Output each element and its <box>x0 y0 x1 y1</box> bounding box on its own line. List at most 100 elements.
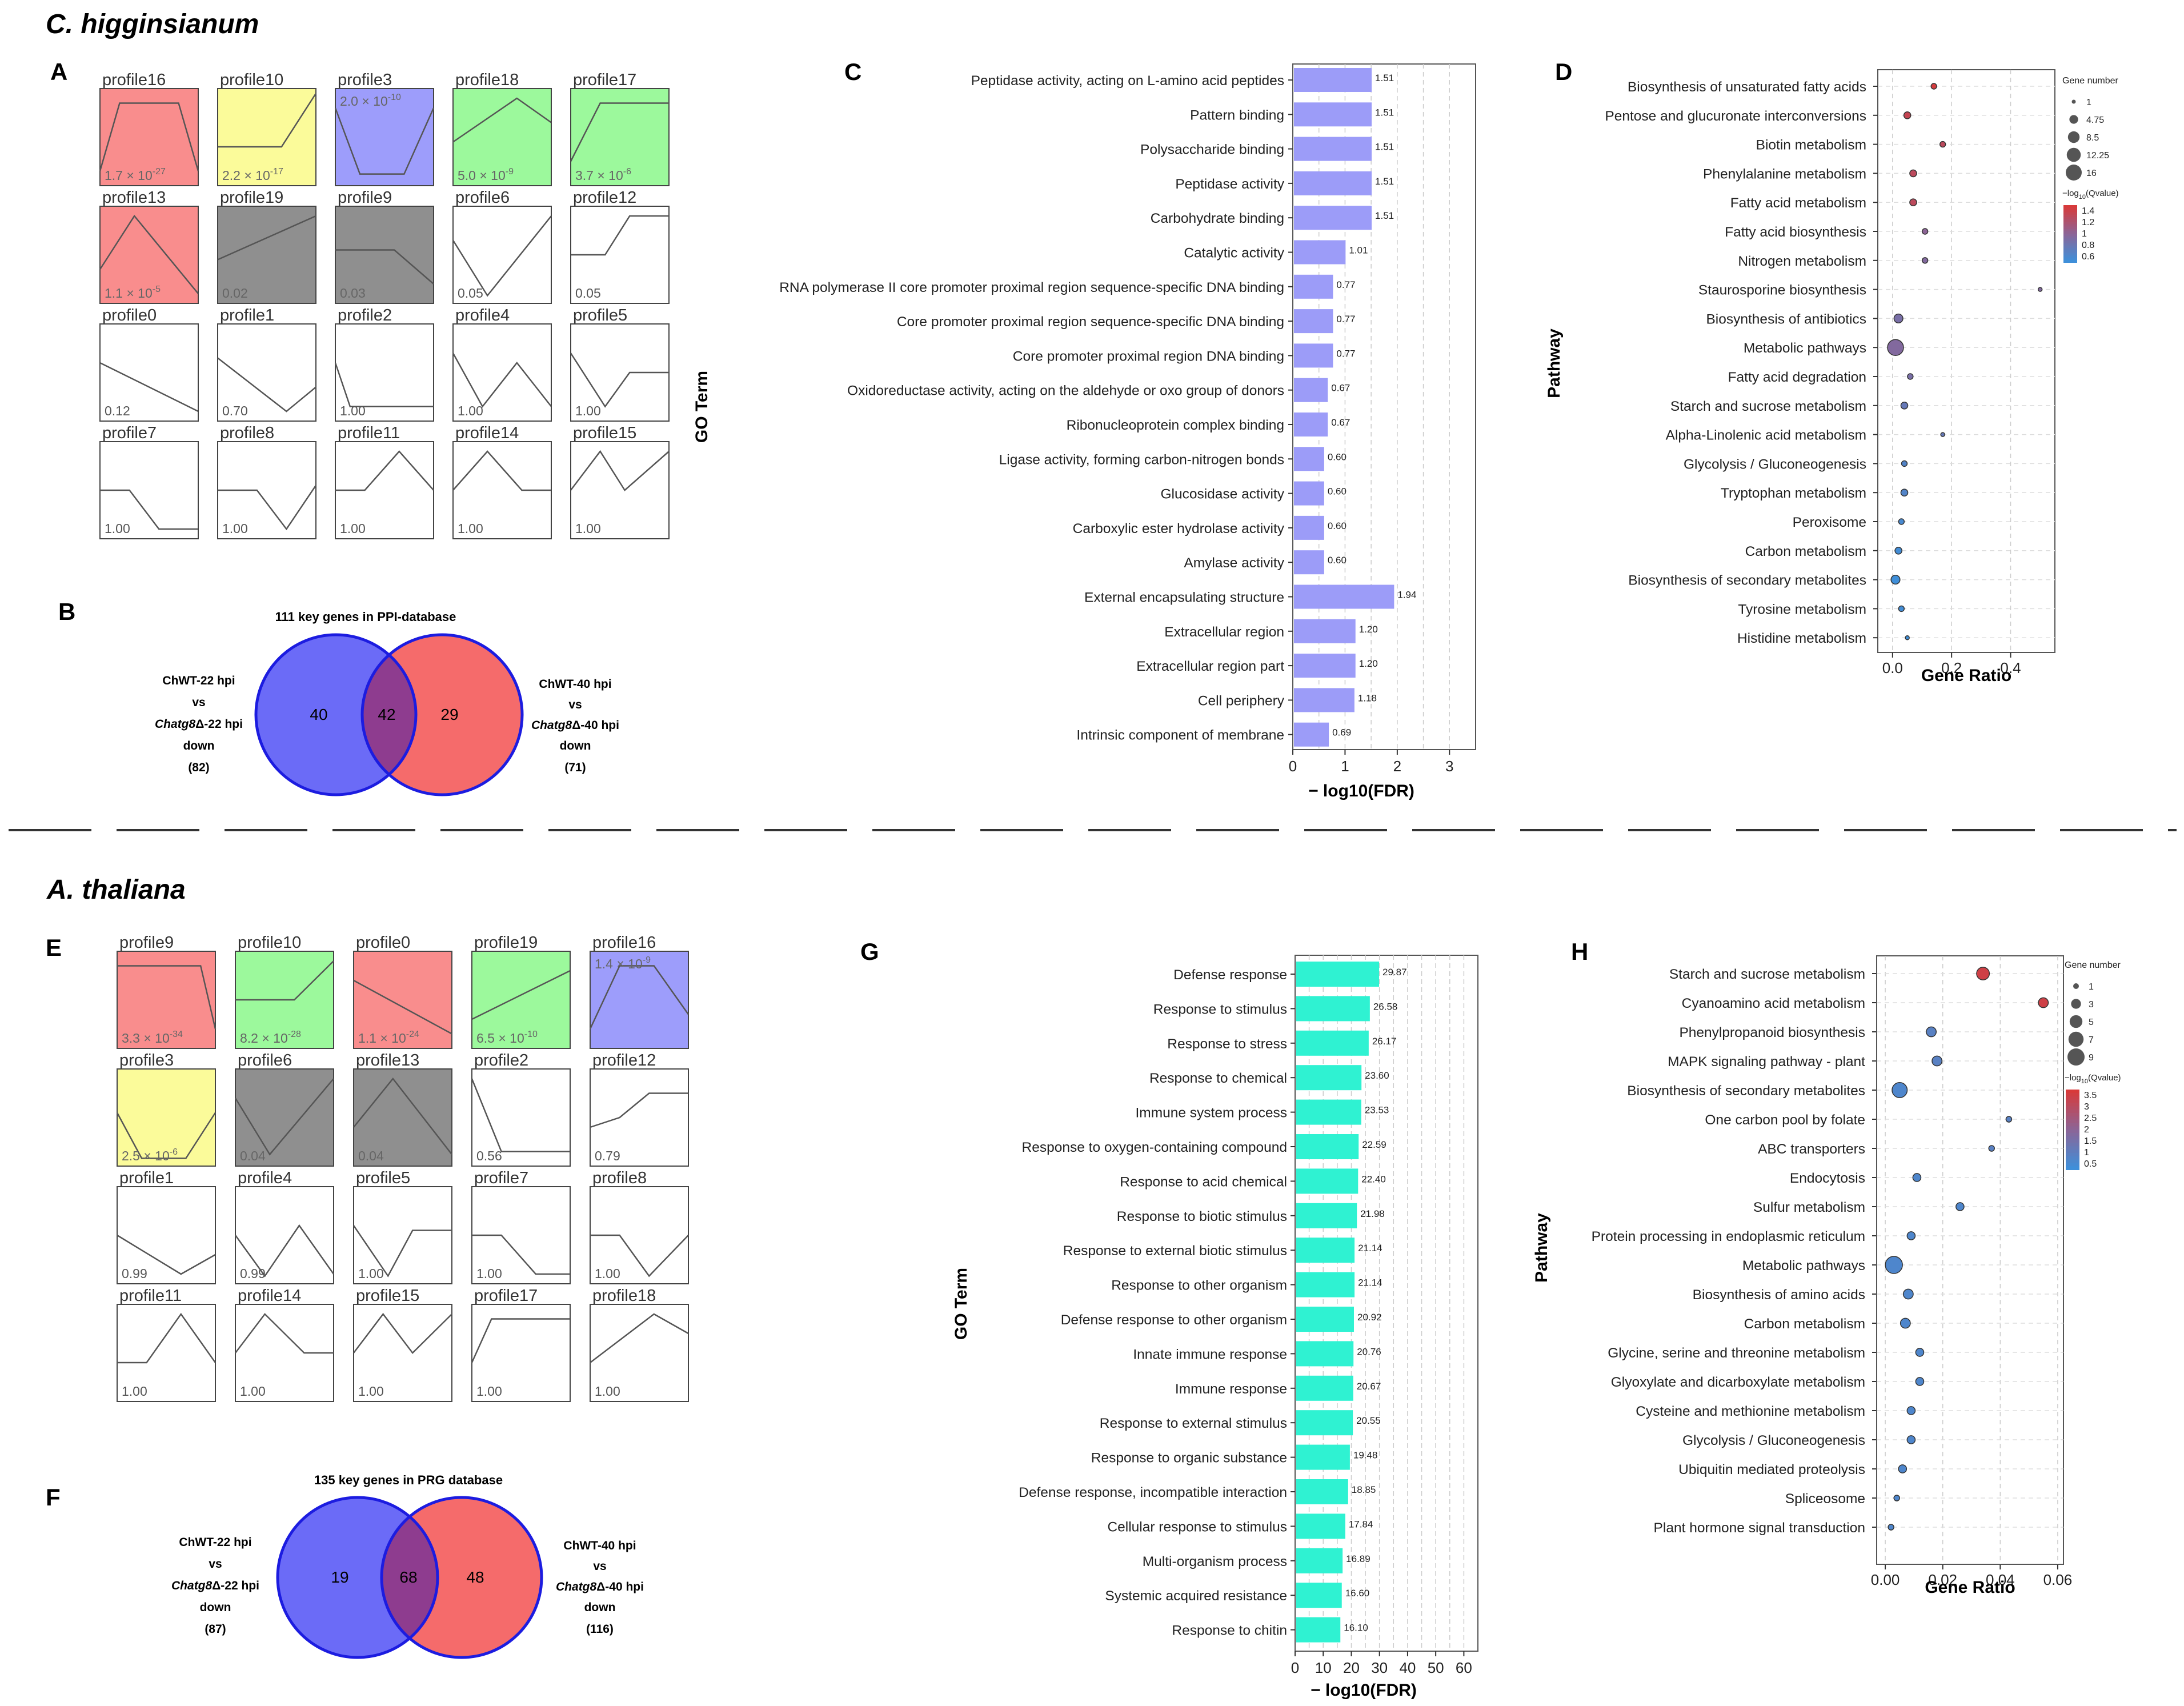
color-legend-label: 3 <box>2084 1102 2089 1112</box>
color-legend-swatch <box>2066 1090 2079 1094</box>
size-legend-label: 3 <box>2089 1000 2094 1010</box>
profile-cell-profile18: profile18 1.00 <box>590 1287 689 1402</box>
profile-name: profile1 <box>220 306 274 325</box>
venn-left-label-line2: vs <box>192 696 205 709</box>
color-legend-swatch <box>2063 241 2077 244</box>
profile-pvalue: 0.04 <box>358 1148 384 1163</box>
bar-value-label: 0.77 <box>1336 314 1355 325</box>
bar-value-label: 21.14 <box>1358 1243 1382 1254</box>
color-legend-label: 2.5 <box>2084 1114 2097 1123</box>
profile-cell-profile0: profile0 0.12 <box>99 306 199 422</box>
size-legend-title: Gene number <box>2065 960 2121 970</box>
dot <box>2037 287 2043 292</box>
bar <box>1294 240 1346 265</box>
venn-right-label-line3: Chatg8Δ-40 hpi <box>556 1580 644 1593</box>
profile-name: profile18 <box>455 71 519 89</box>
profile-box <box>335 88 434 186</box>
panel-label-e: E <box>46 934 62 961</box>
category-label: Multi-organism process <box>1143 1554 1287 1569</box>
profile-pvalue: 1.00 <box>595 1384 620 1399</box>
bar-value-label: 26.58 <box>1373 1001 1398 1012</box>
kegg-dot-plot-d: Biosynthesis of unsaturated fatty acids P… <box>1545 69 2119 685</box>
bar <box>1294 584 1394 609</box>
dot <box>1898 518 1905 525</box>
dot <box>1906 1406 1916 1415</box>
category-label: Ligase activity, forming carbon-nitrogen… <box>999 452 1284 467</box>
color-legend-swatch <box>2063 250 2077 254</box>
profile-cell-profile18: profile18 5.0 × 10-9 <box>452 71 552 186</box>
profile-trend-line <box>235 1313 334 1354</box>
bar <box>1296 1513 1345 1539</box>
profile-pvalue: 0.99 <box>240 1266 266 1281</box>
x-tick-label: 2 <box>1393 758 1401 775</box>
pathway-label: Biosynthesis of unsaturated fatty acids <box>1628 79 1866 95</box>
bar-value-label: 1.20 <box>1359 658 1378 669</box>
venn-right-outline <box>360 633 524 796</box>
dot <box>1915 1377 1925 1386</box>
pathway-label: Biosynthesis of antibiotics <box>1706 311 1866 327</box>
profile-name: profile7 <box>474 1169 528 1187</box>
venn-right-label-line5: (71) <box>564 761 586 774</box>
profile-name: profile19 <box>220 189 283 207</box>
x-axis-title: − log10(FDR) <box>1308 782 1414 800</box>
profile-pvalue: 2.0 × 10-10 <box>340 93 401 109</box>
profile-name: profile14 <box>455 424 519 442</box>
pathway-label: Carbon metabolism <box>1745 544 1866 559</box>
profile-pvalue: 1.00 <box>240 1384 266 1399</box>
color-legend-label: 0.6 <box>2082 252 2094 262</box>
color-legend-swatch <box>2063 210 2077 213</box>
profile-cell-profile5: profile5 1.00 <box>570 306 670 422</box>
dot <box>1931 1055 1943 1067</box>
pathway-label: Biosynthesis of amino acids <box>1693 1287 1865 1303</box>
profile-name: profile13 <box>102 189 166 207</box>
size-legend-dot <box>2069 1015 2083 1028</box>
profile-pvalue: 8.2 × 10-28 <box>240 1030 301 1046</box>
bar <box>1294 413 1328 436</box>
venn-right-label-line5: (116) <box>586 1623 614 1636</box>
profile-trend-line <box>117 965 217 1030</box>
category-label: Systemic acquired resistance <box>1105 1588 1287 1604</box>
color-legend-swatch <box>2066 1132 2079 1137</box>
category-label: Innate immune response <box>1133 1347 1287 1362</box>
bar <box>1296 1272 1355 1297</box>
profile-box <box>590 1068 689 1167</box>
category-label: Response to stimulus <box>1153 1002 1287 1017</box>
dot <box>1885 1256 1903 1274</box>
pathway-label: Tyrosine metabolism <box>1738 602 1866 617</box>
bar-value-label: 0.60 <box>1328 486 1347 497</box>
pathway-label: Plant hormone signal transduction <box>1654 1520 1865 1536</box>
dot <box>1955 1202 1965 1211</box>
bar-value-label: 23.53 <box>1365 1105 1389 1116</box>
venn-title: 135 key genes in PRG database <box>314 1473 503 1487</box>
dot <box>1907 373 1914 380</box>
bar <box>1294 206 1372 230</box>
profile-trend-line <box>353 1077 452 1155</box>
profile-trend-line <box>235 960 334 1001</box>
dot <box>1905 635 1910 640</box>
dot <box>1909 198 1917 207</box>
profile-box <box>99 88 199 186</box>
profile-trend-line <box>218 484 317 531</box>
venn-left-count: 19 <box>331 1568 348 1586</box>
profile-grid-top: profile16 1.7 × 10-27 profile10 2.2 × 10-17… <box>99 71 670 539</box>
color-legend-label: 3.5 <box>2084 1091 2097 1100</box>
pathway-label: Biosynthesis of secondary metabolites <box>1627 1083 1865 1099</box>
color-legend-swatch <box>2063 236 2077 239</box>
profile-box <box>117 1186 216 1284</box>
profile-box <box>117 951 216 1049</box>
category-label: Carboxylic ester hydrolase activity <box>1073 521 1285 536</box>
venn-left-label-line4: down <box>200 1601 231 1614</box>
bar-value-label: 1.20 <box>1359 624 1378 635</box>
pathway-label: Phenylalanine metabolism <box>1703 166 1866 182</box>
color-legend-swatch <box>2063 255 2077 258</box>
profile-name: profile11 <box>338 424 400 442</box>
dot <box>1906 1231 1916 1240</box>
profile-cell-profile4: profile4 1.00 <box>452 306 552 422</box>
bar <box>1294 619 1356 643</box>
bar <box>1294 137 1372 161</box>
pathway-label: Tryptophan metabolism <box>1721 486 1866 501</box>
bar-value-label: 17.84 <box>1349 1519 1373 1529</box>
venn-right-label-line4: down <box>584 1601 616 1614</box>
pathway-label: Metabolic pathways <box>1744 341 1866 356</box>
